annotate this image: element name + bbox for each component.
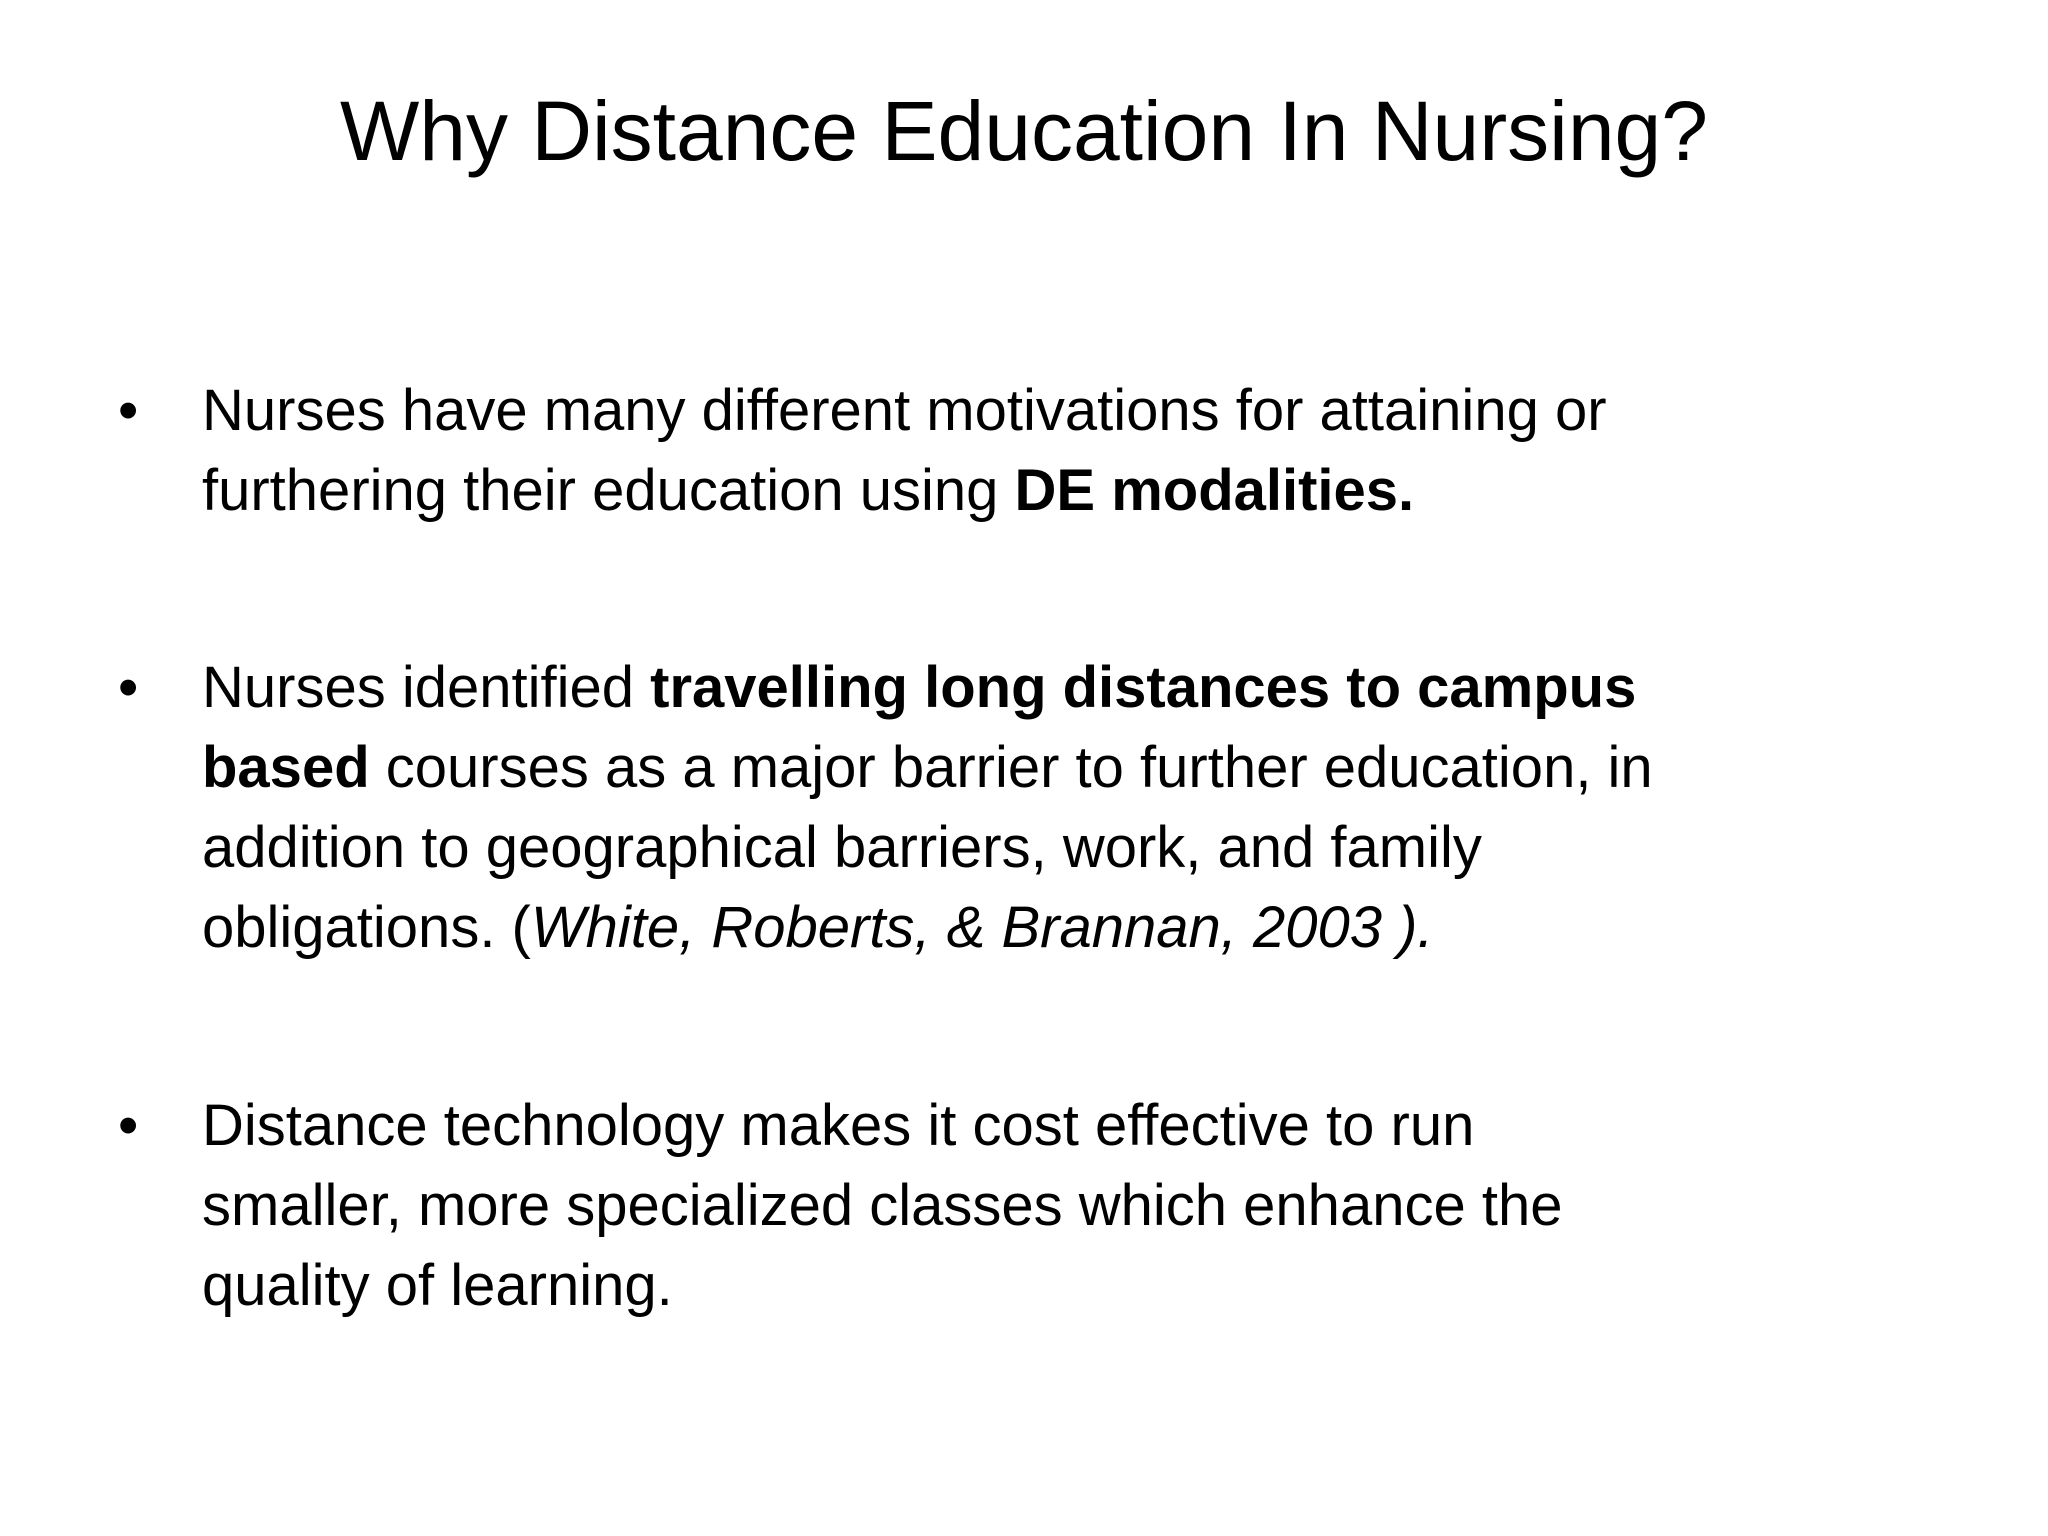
text-line: smaller, more specialized classes which … [202, 1166, 1562, 1246]
bullet-text: Nurses identified travelling long distan… [202, 648, 1653, 968]
text-run: addition to geographical barriers, work,… [202, 815, 1482, 880]
text-run: quality of learning. [202, 1253, 673, 1318]
bullet-icon: • [118, 1093, 139, 1158]
citation-text: White, Roberts, & Brannan, 2003 ). [530, 895, 1434, 960]
text-run: Nurses identified [202, 655, 651, 720]
text-line: furthering their education using DE moda… [202, 451, 1607, 531]
text-line: obligations. (White, Roberts, & Brannan,… [202, 888, 1653, 968]
bold-text: travelling long distances to campus [650, 655, 1637, 720]
text-run: courses as a major barrier to further ed… [369, 735, 1653, 800]
slide-title: Why Distance Education In Nursing? [340, 84, 1708, 178]
bold-text: DE modalities. [1014, 458, 1415, 523]
text-run: obligations. ( [202, 895, 531, 960]
text-line: Nurses have many different motivations f… [202, 371, 1607, 451]
text-line: Nurses identified travelling long distan… [202, 648, 1653, 728]
bullet-icon: • [118, 378, 139, 443]
bullet-text: Distance technology makes it cost effect… [202, 1086, 1562, 1326]
text-line: quality of learning. [202, 1246, 1562, 1326]
text-run: smaller, more specialized classes which … [202, 1173, 1563, 1238]
bold-text: based [202, 735, 370, 800]
text-run: furthering their education using [202, 458, 1015, 523]
text-line: based courses as a major barrier to furt… [202, 728, 1653, 808]
text-run: Distance technology makes it cost effect… [202, 1093, 1475, 1158]
text-line: Distance technology makes it cost effect… [202, 1086, 1562, 1166]
text-run: Nurses have many different motivations f… [202, 378, 1607, 443]
bullet-icon: • [118, 655, 139, 720]
bullet-text: Nurses have many different motivations f… [202, 371, 1607, 531]
text-line: addition to geographical barriers, work,… [202, 808, 1653, 888]
